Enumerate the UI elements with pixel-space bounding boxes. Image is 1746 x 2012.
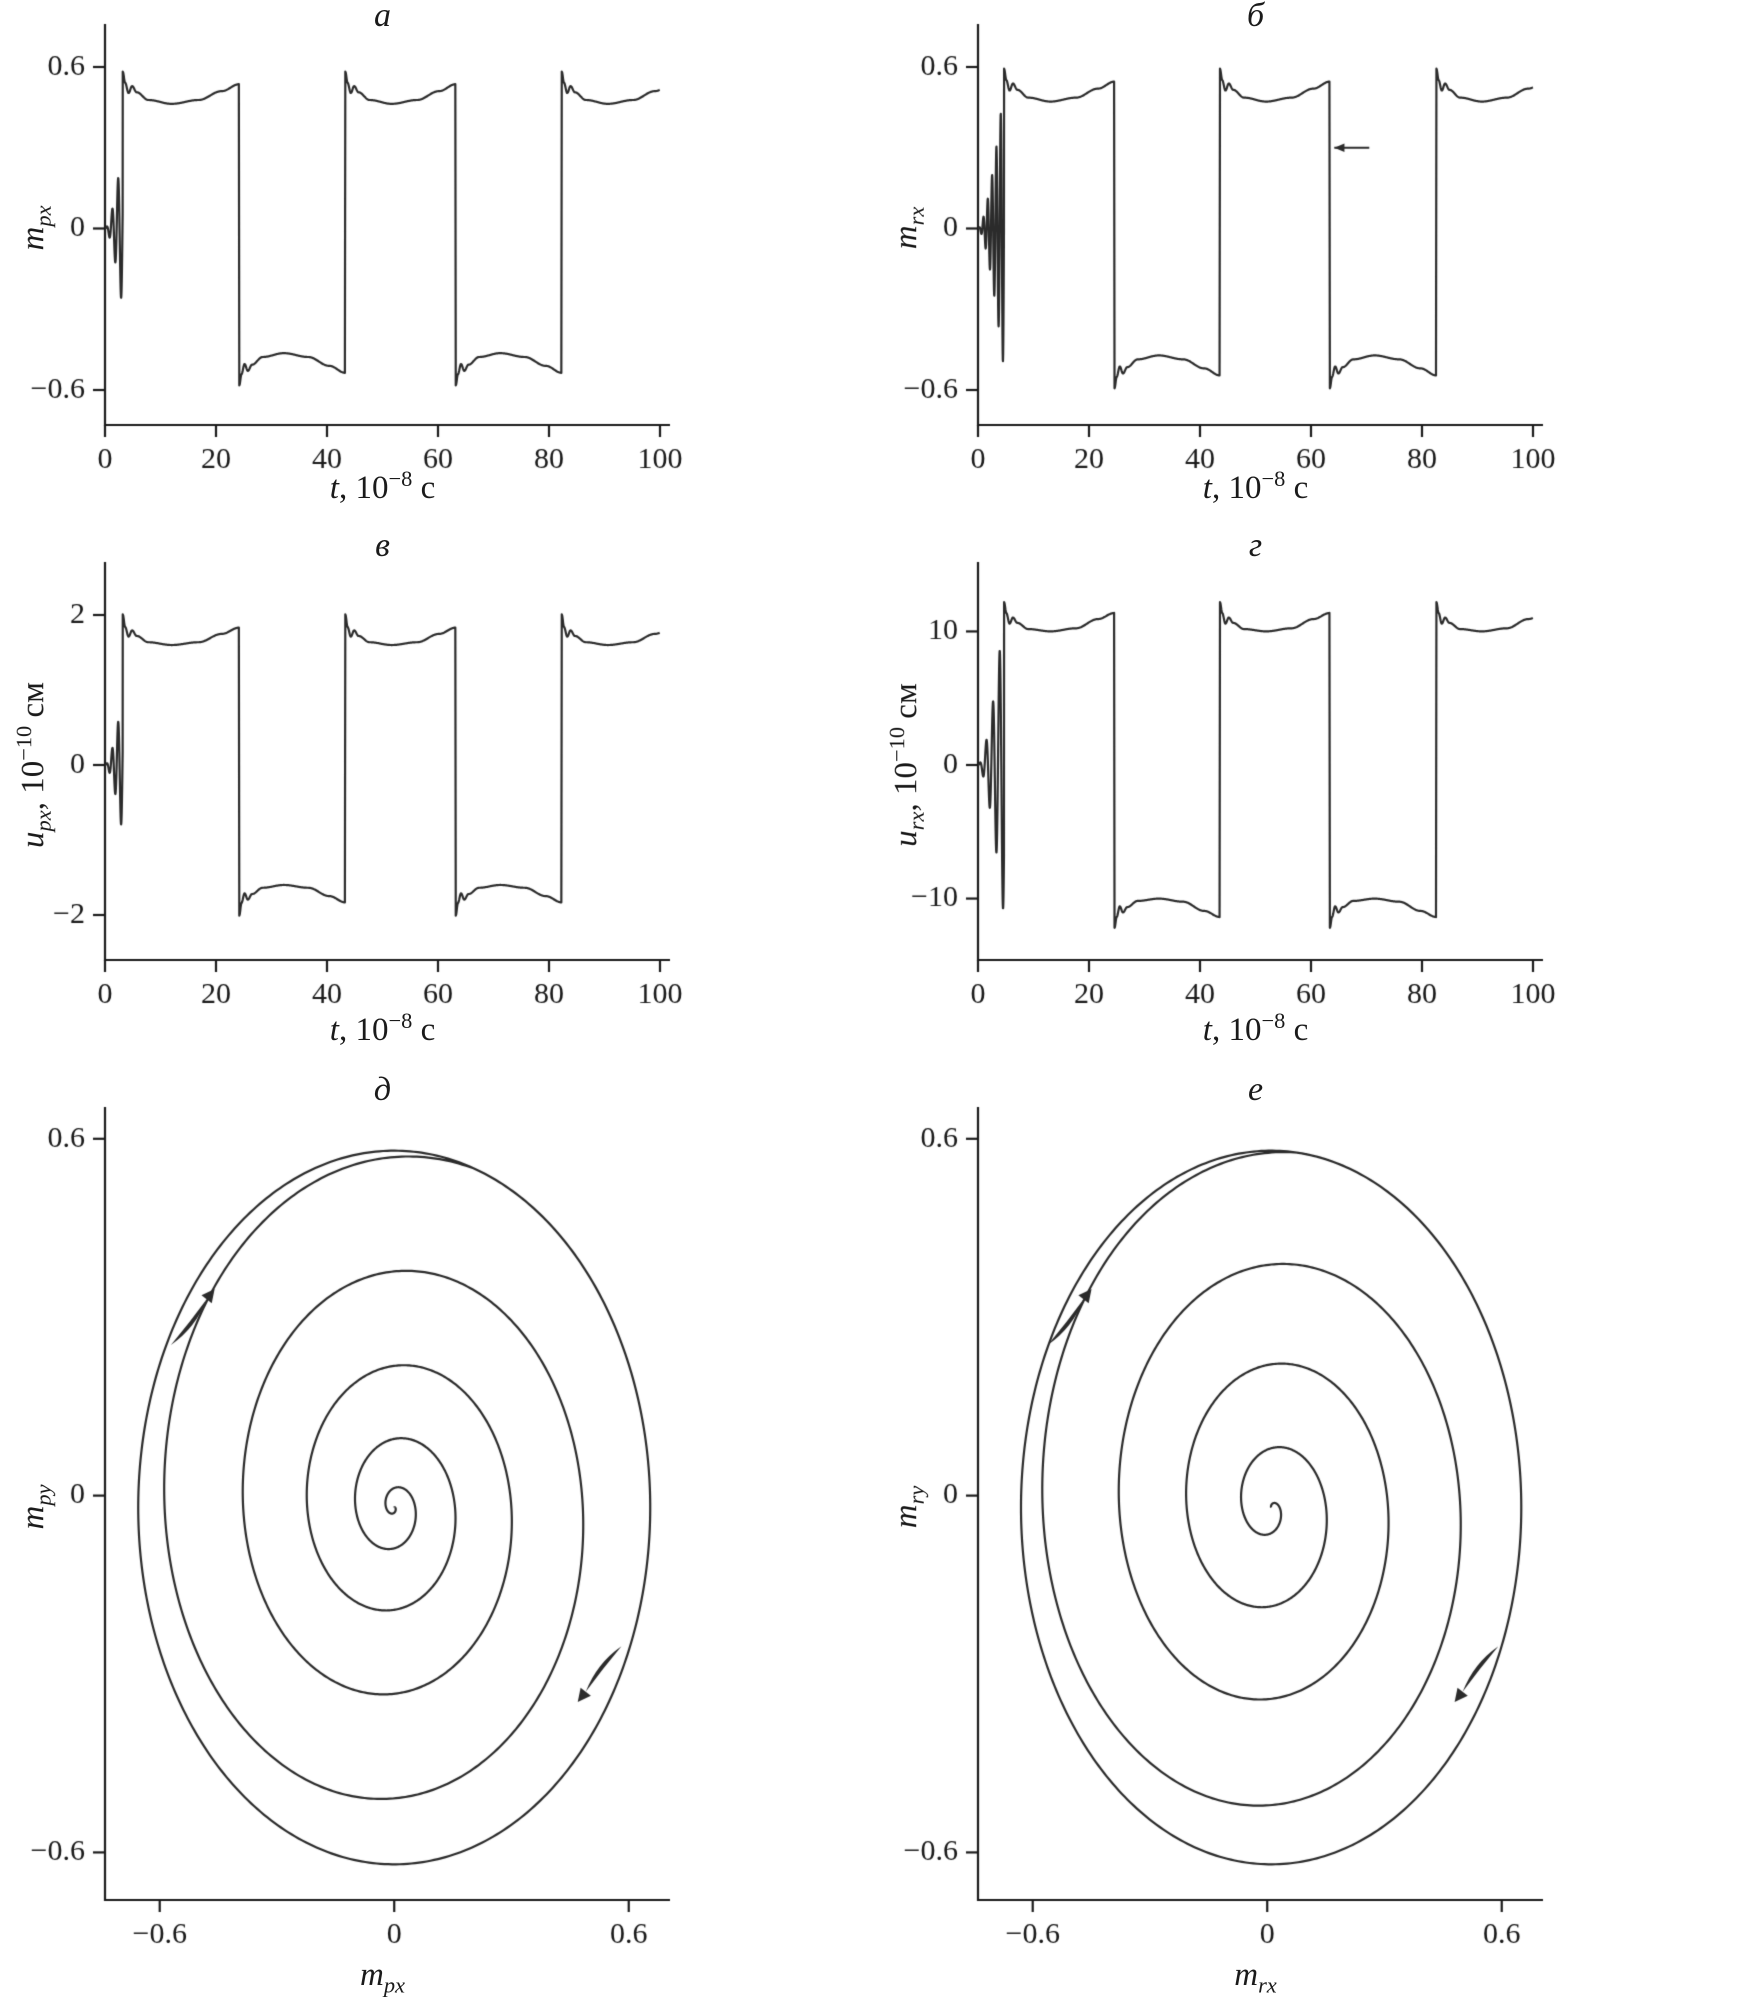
chart-canvas-b: [873, 0, 1746, 520]
panel-title-a: а: [374, 0, 391, 34]
x-axis-label-v: t, 10−8 с: [329, 1008, 436, 1048]
chart-canvas-v: [0, 520, 873, 1060]
x-axis-label-a: t, 10−8 с: [329, 466, 436, 506]
panel-b: б t, 10−8 с mrx: [873, 0, 1746, 520]
panel-title-b: б: [1246, 0, 1265, 34]
y-axis-label-a: mpx: [15, 205, 56, 251]
chart-canvas-e: [873, 1060, 1746, 2012]
panel-title-d: д: [373, 1071, 392, 1108]
panel-d: д mpx mpy: [0, 1060, 873, 2012]
y-axis-label-e: mry: [888, 1485, 929, 1529]
y-axis-label-g: urx, 10−10 см: [884, 683, 929, 847]
x-axis-label-d: mpx: [359, 1957, 406, 1998]
panel-a: а t, 10−8 с mpx: [0, 0, 873, 520]
y-axis-label-b: mrx: [888, 206, 929, 250]
y-axis-label-d: mpy: [15, 1484, 56, 1530]
panel-g: г t, 10−8 с urx, 10−10 см: [873, 520, 1746, 1060]
panel-v: в t, 10−8 с upx, 10−10 см: [0, 520, 873, 1060]
x-axis-label-e: mrx: [1234, 1957, 1277, 1998]
x-axis-label-b: t, 10−8 с: [1202, 466, 1309, 506]
x-axis-label-g: t, 10−8 с: [1202, 1008, 1309, 1048]
chart-canvas-g: [873, 520, 1746, 1060]
panel-title-g: г: [1248, 527, 1263, 564]
chart-canvas-a: [0, 0, 873, 520]
panel-title-v: в: [375, 527, 390, 564]
chart-canvas-d: [0, 1060, 873, 2012]
panel-title-e: е: [1247, 1071, 1264, 1108]
panel-e: е mrx mry: [873, 1060, 1746, 2012]
y-axis-label-v: upx, 10−10 см: [11, 681, 56, 849]
